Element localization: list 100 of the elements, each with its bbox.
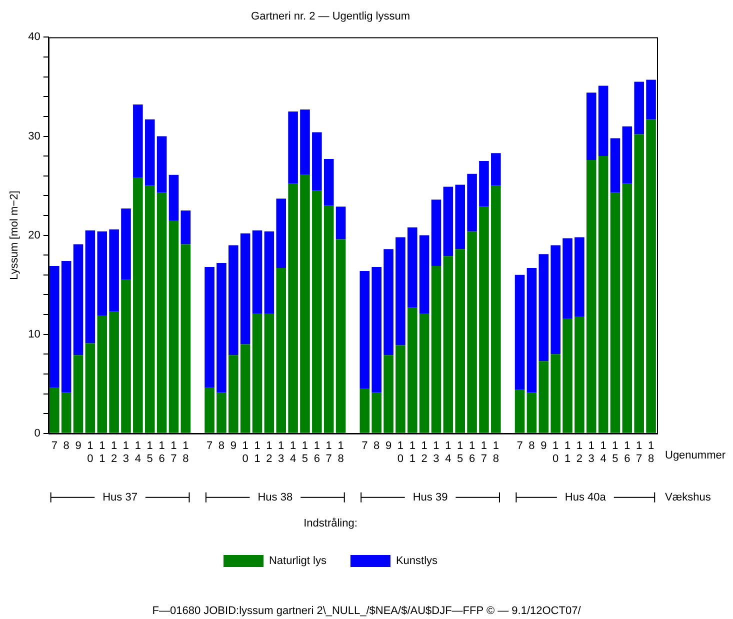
bar bbox=[646, 119, 656, 433]
x-tick-label: 7 bbox=[362, 440, 368, 452]
x-tick-label: 8 bbox=[63, 440, 70, 452]
x-tick-label: 14 bbox=[600, 440, 606, 466]
bar bbox=[622, 184, 632, 433]
bar bbox=[384, 355, 394, 433]
bar bbox=[180, 210, 191, 244]
x-tick-label: 14 bbox=[445, 440, 452, 466]
bar bbox=[360, 270, 370, 389]
x-tick-label: 13 bbox=[122, 440, 130, 466]
x-tick-label: 15 bbox=[146, 440, 153, 466]
x-tick-label: 7 bbox=[206, 440, 213, 452]
x-tick-label: 8 bbox=[374, 440, 380, 452]
x-tick-label: 16 bbox=[624, 440, 630, 466]
bar bbox=[586, 92, 596, 160]
x-tick-label: 14 bbox=[290, 440, 296, 466]
bar bbox=[562, 318, 572, 433]
bar bbox=[252, 230, 262, 314]
chart-title: Gartneri nr. 2 — Ugentlig lyssum bbox=[251, 10, 410, 23]
bar bbox=[168, 174, 179, 220]
x-tick-label: 12 bbox=[111, 440, 118, 466]
x-tick-label: 12 bbox=[576, 440, 582, 466]
text: F—01680 JOBID:lyssum gartneri 2\_NULL_/$NEA/$/AU$DJF—FFP © — 9.1/12OCT07/ bbox=[152, 605, 582, 618]
bar bbox=[610, 192, 620, 433]
bar bbox=[479, 206, 489, 433]
bar bbox=[312, 132, 322, 191]
x-tick-label: 13 bbox=[433, 440, 440, 466]
x-tick-label: 11 bbox=[564, 440, 571, 466]
bar bbox=[312, 190, 322, 433]
bar bbox=[228, 355, 238, 433]
bar bbox=[97, 316, 108, 433]
bar bbox=[133, 178, 143, 433]
bar bbox=[431, 200, 442, 266]
bar bbox=[300, 110, 310, 175]
bar bbox=[73, 355, 84, 433]
bar bbox=[538, 254, 549, 362]
x-tick-label: 12 bbox=[266, 440, 272, 466]
x-tick-label: 17 bbox=[636, 440, 642, 466]
x-tick-label: 18 bbox=[648, 440, 654, 466]
bar bbox=[372, 266, 382, 393]
bar bbox=[61, 392, 72, 433]
bar bbox=[73, 244, 84, 356]
x-tick-label: 8 bbox=[528, 440, 535, 452]
text: Hus 37 bbox=[102, 491, 138, 504]
bar bbox=[240, 344, 250, 433]
x-tick-label: 10 bbox=[552, 440, 559, 466]
x-tick-label: 11 bbox=[254, 440, 260, 466]
y-tick-label: 20 bbox=[28, 229, 40, 242]
y-tick-label: 10 bbox=[28, 328, 40, 340]
y-tick-label: 0 bbox=[34, 427, 40, 440]
y-tick-label: 40 bbox=[28, 31, 40, 44]
bar bbox=[396, 237, 406, 346]
x-tick-label: 11 bbox=[409, 440, 416, 466]
bar bbox=[264, 314, 274, 433]
bar bbox=[467, 231, 477, 433]
bar bbox=[121, 208, 131, 280]
bar bbox=[550, 245, 560, 354]
x-tick-label: 15 bbox=[612, 440, 618, 466]
x-tick-label: 13 bbox=[278, 440, 284, 466]
bar bbox=[514, 390, 525, 433]
x-tick-label: 11 bbox=[99, 440, 106, 466]
x-tick-label: 10 bbox=[242, 440, 248, 466]
bar bbox=[252, 314, 262, 433]
bar bbox=[276, 198, 286, 268]
bar bbox=[216, 392, 226, 433]
legend-label: Kunstlys bbox=[396, 555, 438, 568]
bar bbox=[598, 156, 608, 433]
bar bbox=[300, 174, 310, 433]
bar bbox=[407, 308, 418, 433]
bar bbox=[574, 237, 584, 317]
bar bbox=[491, 153, 501, 186]
bar bbox=[586, 160, 596, 433]
x-tick-label: 7 bbox=[51, 440, 58, 452]
x-tick-label: 10 bbox=[87, 440, 94, 466]
bar bbox=[156, 136, 167, 193]
bar bbox=[479, 161, 489, 207]
bar bbox=[634, 134, 644, 433]
bar bbox=[228, 245, 238, 356]
x-tick-label: 12 bbox=[421, 440, 428, 466]
bar bbox=[598, 86, 608, 156]
bar bbox=[288, 184, 298, 433]
x-tick-label: 17 bbox=[170, 440, 177, 466]
legend-title: Indstråling: bbox=[304, 517, 358, 530]
bar bbox=[85, 343, 96, 433]
bar bbox=[180, 244, 191, 433]
bar bbox=[97, 231, 108, 316]
bar bbox=[144, 119, 155, 186]
x-tick-label: 18 bbox=[492, 440, 499, 466]
bar bbox=[324, 159, 334, 206]
bar bbox=[526, 268, 537, 393]
x-tick-label: 16 bbox=[158, 440, 165, 466]
bar bbox=[204, 388, 214, 433]
bar bbox=[168, 220, 179, 433]
x-axis-title: Ugenummer bbox=[665, 449, 726, 462]
x-tick-label: 18 bbox=[182, 440, 189, 466]
bar bbox=[550, 354, 560, 433]
bar bbox=[288, 111, 298, 184]
x-tick-label: 13 bbox=[588, 440, 594, 466]
x-tick-label: 15 bbox=[457, 440, 464, 466]
bar bbox=[455, 184, 466, 250]
